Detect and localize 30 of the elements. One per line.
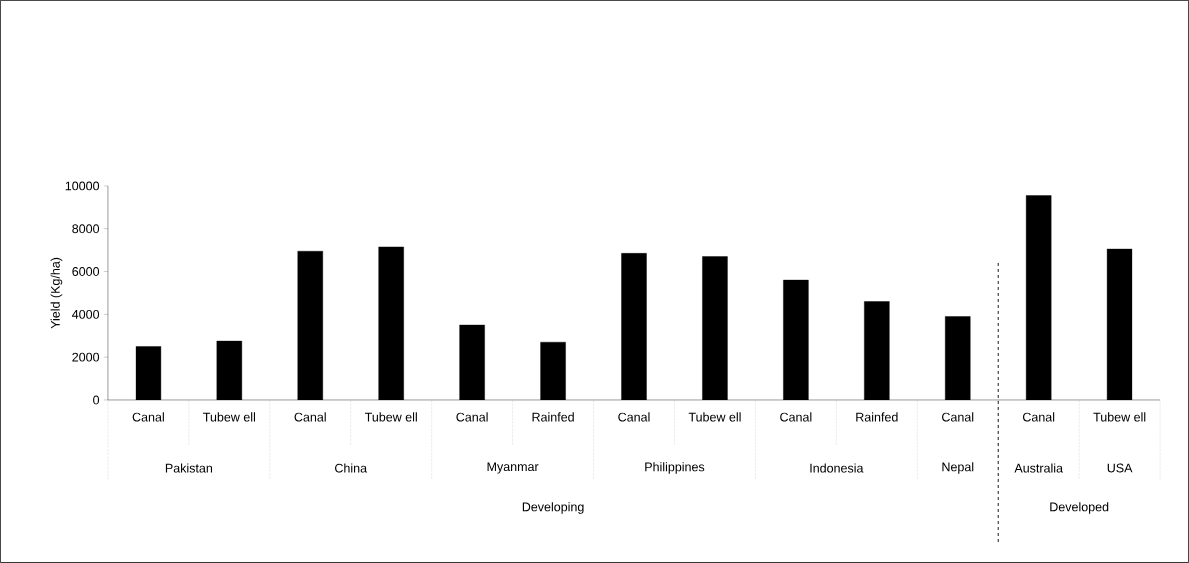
y-tick-label: 0 <box>93 395 100 405</box>
x-tick-label: Canal <box>780 412 812 422</box>
y-tick-label: 4000 <box>72 309 100 319</box>
y-tick-label: 2000 <box>72 352 100 362</box>
x-tick-label: Canal <box>456 412 488 422</box>
text: Myanmar <box>487 462 539 474</box>
x-tick-label: Canal <box>132 412 164 422</box>
x-tick-label: Tubew ell <box>688 412 741 422</box>
x-tick-label: Tubew ell <box>203 412 255 422</box>
y-axis-title: Yield (Kg/ha) <box>50 257 63 329</box>
text: Philippines <box>645 462 705 474</box>
x-tick-label: Canal <box>294 412 326 422</box>
text: USA <box>1107 463 1133 473</box>
text: China <box>335 463 368 473</box>
x-tick-label: Canal <box>1022 412 1055 422</box>
y-tick-label: 8000 <box>72 224 100 234</box>
x-tick-label: Rainfed <box>856 412 898 422</box>
x-tick-label: Tubew ell <box>364 412 417 422</box>
x-tick-label: Tubew ell <box>1093 412 1146 422</box>
y-tick-label: 10000 <box>65 181 100 191</box>
text: Pakistan <box>165 463 213 473</box>
text: Indonesia <box>810 463 864 473</box>
text: Developed <box>1050 502 1109 514</box>
x-tick-label: Canal <box>618 412 650 422</box>
text: Developing <box>522 502 584 514</box>
text: Australia <box>1014 463 1064 473</box>
x-tick-label: Canal <box>942 412 974 422</box>
x-tick-label: Rainfed <box>532 412 574 422</box>
text: Nepal <box>942 462 974 474</box>
y-tick-label: 6000 <box>72 267 100 277</box>
